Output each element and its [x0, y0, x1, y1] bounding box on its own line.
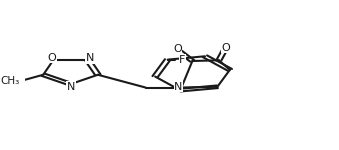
Text: O: O — [48, 53, 57, 63]
Text: F: F — [179, 55, 185, 65]
Text: O: O — [222, 43, 231, 53]
Text: N: N — [174, 82, 182, 92]
Text: N: N — [67, 82, 75, 92]
Text: O: O — [173, 44, 182, 54]
Text: N: N — [86, 53, 94, 63]
Text: CH₃: CH₃ — [1, 76, 20, 86]
